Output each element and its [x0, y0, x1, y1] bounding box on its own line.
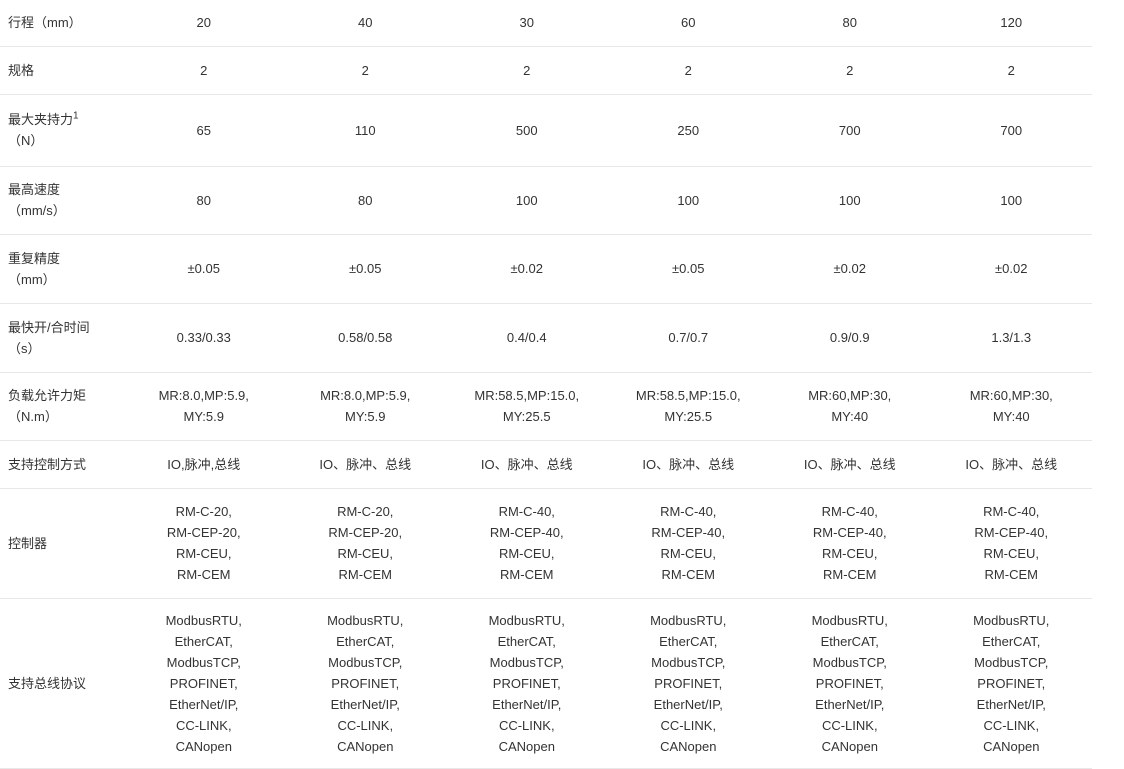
table-cell: ±0.05: [607, 234, 769, 304]
table-cell: ModbusRTU, EtherCAT, ModbusTCP, PROFINET…: [284, 598, 446, 769]
row-label-text: 负载允许力矩: [8, 388, 87, 403]
table-row: 控制器 RM-C-20, RM-CEP-20, RM-CEU, RM-CEM RM-…: [0, 488, 1092, 599]
table-cell: 60: [607, 0, 769, 47]
row-label-text: 行程（mm）: [8, 15, 82, 31]
row-label-unit: （N.m）: [8, 409, 58, 424]
table-cell: ±0.05: [284, 234, 446, 304]
table-cell: 80: [284, 166, 446, 235]
row-label-unit: （mm）: [8, 271, 56, 287]
spec-table: 行程（mm） 20 40 30 60 80 120 规格 2 2 2 2 2 2 最大夹持力1 （N） 65 11…: [0, 0, 1092, 769]
table-row: 行程（mm） 20 40 30 60 80 120: [0, 0, 1092, 47]
table-cell: IO、脉冲、总线: [769, 440, 931, 489]
row-label-unit: （mm/s）: [8, 203, 66, 218]
row-label-text: 控制器: [8, 535, 48, 551]
table-cell: 700: [930, 94, 1092, 167]
row-label-text: 最高速度: [8, 182, 61, 197]
table-row: 支持总线协议 ModbusRTU, EtherCAT, ModbusTCP, PR…: [0, 598, 1092, 769]
row-label-text: 最大夹持力: [8, 112, 74, 127]
table-cell: 80: [769, 0, 931, 47]
table-cell: 110: [284, 94, 446, 167]
table-cell: ModbusRTU, EtherCAT, ModbusTCP, PROFINET…: [446, 598, 608, 769]
table-cell: 120: [930, 0, 1092, 47]
row-label-unit: （N）: [8, 133, 44, 148]
table-cell: ModbusRTU, EtherCAT, ModbusTCP, PROFINET…: [607, 598, 769, 769]
row-label: 负载允许力矩 （N.m）: [0, 372, 123, 441]
table-cell: 100: [769, 166, 931, 235]
table-cell: 0.9/0.9: [769, 303, 931, 373]
table-cell: IO、脉冲、总线: [930, 440, 1092, 489]
table-cell: MR:58.5,MP:15.0, MY:25.5: [446, 372, 608, 441]
table-cell: ModbusRTU, EtherCAT, ModbusTCP, PROFINET…: [123, 598, 285, 769]
table-cell: ±0.02: [446, 234, 608, 304]
table-cell: 40: [284, 0, 446, 47]
table-cell: MR:8.0,MP:5.9, MY:5.9: [284, 372, 446, 441]
table-cell: ModbusRTU, EtherCAT, ModbusTCP, PROFINET…: [930, 598, 1092, 769]
table-cell: 20: [123, 0, 285, 47]
table-cell: 0.33/0.33: [123, 303, 285, 373]
row-label-text: 重复精度: [8, 250, 61, 266]
table-cell: MR:58.5,MP:15.0, MY:25.5: [607, 372, 769, 441]
table-cell: 2: [607, 46, 769, 95]
table-cell: 1.3/1.3: [930, 303, 1092, 373]
table-row: 负载允许力矩 （N.m） MR:8.0,MP:5.9, MY:5.9 MR:8.0,M…: [0, 372, 1092, 441]
table-cell: RM-C-40, RM-CEP-40, RM-CEU, RM-CEM: [930, 488, 1092, 599]
table-row: 最高速度 （mm/s） 80 80 100 100 100 100: [0, 166, 1092, 235]
table-row: 重复精度 （mm） ±0.05 ±0.05 ±0.02 ±0.05 ±0.02 ±0.02: [0, 234, 1092, 304]
table-cell: RM-C-40, RM-CEP-40, RM-CEU, RM-CEM: [769, 488, 931, 599]
row-label-text: 最快开/合时间: [8, 319, 90, 335]
table-cell: MR:8.0,MP:5.9, MY:5.9: [123, 372, 285, 441]
table-cell: RM-C-20, RM-CEP-20, RM-CEU, RM-CEM: [284, 488, 446, 599]
table-cell: RM-C-20, RM-CEP-20, RM-CEU, RM-CEM: [123, 488, 285, 599]
row-label: 重复精度 （mm）: [0, 234, 123, 304]
row-label: 支持总线协议: [0, 598, 123, 769]
table-cell: ModbusRTU, EtherCAT, ModbusTCP, PROFINET…: [769, 598, 931, 769]
row-label: 最大夹持力1 （N）: [0, 94, 123, 167]
table-cell: 700: [769, 94, 931, 167]
table-cell: MR:60,MP:30, MY:40: [769, 372, 931, 441]
table-cell: 0.7/0.7: [607, 303, 769, 373]
table-cell: 2: [284, 46, 446, 95]
table-cell: 2: [769, 46, 931, 95]
row-label-unit: （s）: [8, 340, 41, 356]
row-label-text: 规格: [8, 62, 35, 78]
row-label: 规格: [0, 46, 123, 95]
table-cell: 2: [930, 46, 1092, 95]
table-cell: RM-C-40, RM-CEP-40, RM-CEU, RM-CEM: [446, 488, 608, 599]
table-cell: 2: [446, 46, 608, 95]
footnote-marker: 1: [73, 110, 79, 122]
table-cell: MR:60,MP:30, MY:40: [930, 372, 1092, 441]
table-cell: 80: [123, 166, 285, 235]
row-label: 控制器: [0, 488, 123, 599]
table-cell: IO、脉冲、总线: [607, 440, 769, 489]
table-cell: 65: [123, 94, 285, 167]
table-cell: IO、脉冲、总线: [446, 440, 608, 489]
table-cell: 30: [446, 0, 608, 47]
table-cell: ±0.02: [769, 234, 931, 304]
table-cell: 100: [446, 166, 608, 235]
table-cell: 100: [607, 166, 769, 235]
table-row: 规格 2 2 2 2 2 2: [0, 46, 1092, 95]
row-label: 行程（mm）: [0, 0, 123, 47]
table-row: 支持控制方式 IO,脉冲,总线 IO、脉冲、总线 IO、脉冲、总线 IO、脉冲、总线 IO…: [0, 440, 1092, 489]
table-cell: 2: [123, 46, 285, 95]
table-row: 最大夹持力1 （N） 65 110 500 250 700 700: [0, 94, 1092, 167]
table-cell: ±0.02: [930, 234, 1092, 304]
table-cell: RM-C-40, RM-CEP-40, RM-CEU, RM-CEM: [607, 488, 769, 599]
table-cell: 500: [446, 94, 608, 167]
table-cell: 0.58/0.58: [284, 303, 446, 373]
table-cell: 100: [930, 166, 1092, 235]
row-label-text: 支持总线协议: [8, 675, 87, 691]
table-cell: ±0.05: [123, 234, 285, 304]
table-cell: IO,脉冲,总线: [123, 440, 285, 489]
row-label-text: 支持控制方式: [8, 456, 87, 472]
row-label: 最高速度 （mm/s）: [0, 166, 123, 235]
row-label: 最快开/合时间 （s）: [0, 303, 123, 373]
table-cell: IO、脉冲、总线: [284, 440, 446, 489]
table-row: 最快开/合时间 （s） 0.33/0.33 0.58/0.58 0.4/0.4 0.7/0…: [0, 303, 1092, 373]
table-cell: 250: [607, 94, 769, 167]
row-label: 支持控制方式: [0, 440, 123, 489]
table-cell: 0.4/0.4: [446, 303, 608, 373]
